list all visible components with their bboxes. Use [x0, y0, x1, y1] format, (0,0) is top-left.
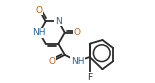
Text: NH: NH	[33, 28, 46, 37]
Text: O: O	[36, 6, 43, 15]
Text: O: O	[74, 28, 81, 37]
Text: O: O	[49, 57, 55, 66]
Text: F: F	[87, 73, 92, 82]
Text: NH: NH	[71, 57, 84, 66]
Text: N: N	[55, 17, 62, 26]
